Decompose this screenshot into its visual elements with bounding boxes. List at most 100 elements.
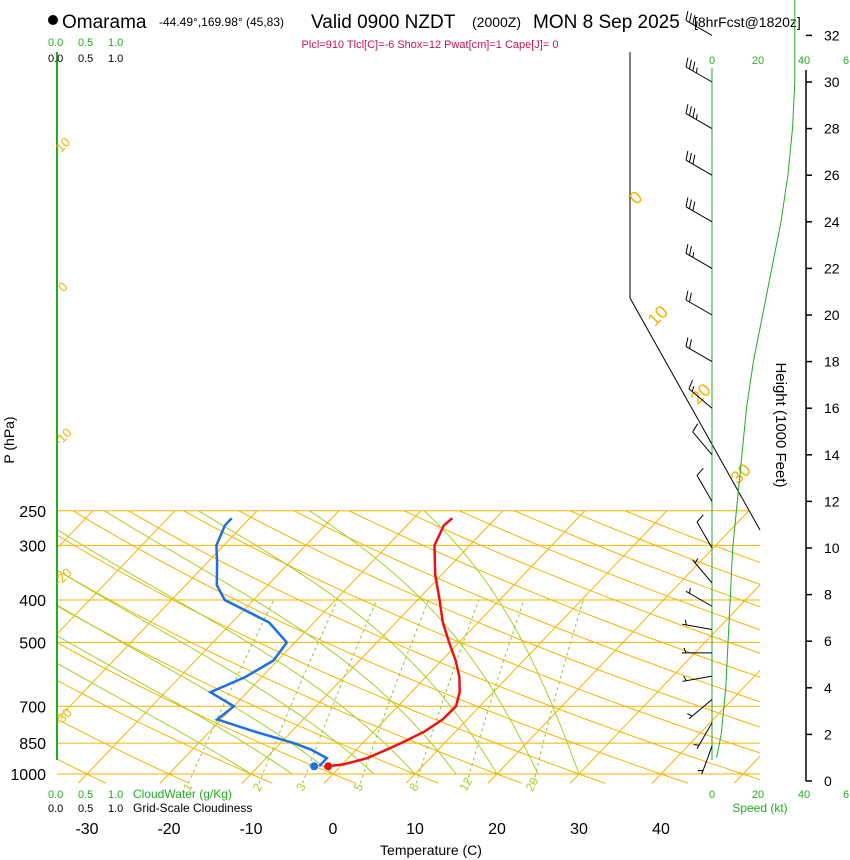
wind-barb-flag [688, 379, 693, 390]
dry-adiabat-line [57, 534, 606, 784]
height-tick-label: 6 [824, 633, 832, 649]
cloud-water-tick-top: 1.0 [108, 37, 123, 49]
mixing-ratio-line [533, 599, 584, 784]
height-tick-label: 12 [824, 493, 840, 509]
x-axis-label: Temperature (C) [380, 842, 482, 858]
speed-axis-title: Speed (kt) [732, 801, 787, 815]
pressure-tick-label: 400 [19, 593, 46, 610]
isotherm-line [569, 584, 760, 784]
dry-adiabat-line [293, 510, 760, 703]
pressure-tick-label: 250 [19, 504, 46, 521]
dry-adiabat-line [459, 510, 760, 631]
speed-tick-bottom: 6 [843, 789, 849, 801]
surface-temperature-dot [324, 762, 333, 771]
height-tick-label: 28 [824, 121, 840, 137]
wind-barb-staff [688, 699, 713, 720]
dry-adiabat-label: -20 [51, 565, 75, 589]
dry-adiabat-line [514, 510, 760, 608]
wind-barb-half-flag [689, 587, 691, 594]
speed-tick-bottom: 40 [798, 789, 810, 801]
dry-adiabat-label: 10 [52, 134, 73, 155]
wind-barb-flag [685, 197, 689, 207]
temperature-tick-label: -10 [239, 821, 262, 838]
isotherm-line [57, 510, 258, 721]
temperature-tick-label: 0 [329, 821, 338, 838]
wind-barb-flag [689, 12, 692, 23]
dry-adiabat-line [183, 510, 760, 754]
wind-barb-staff [685, 346, 713, 363]
cloud-water-tick-bottom: 1.0 [108, 789, 123, 801]
moist-adiabat-line [57, 604, 334, 775]
wind-barb-staff [696, 475, 713, 502]
speed-tick-top: 20 [752, 55, 764, 67]
isotherm-line [323, 510, 586, 784]
wind-barb-half-flag [687, 713, 693, 717]
wind-barb-staff [685, 206, 713, 223]
mixing-ratio-label: 12 [456, 775, 475, 794]
temperature-tick-label: 40 [652, 821, 670, 838]
temperature-tick-label: 30 [570, 821, 588, 838]
isotherm-line [241, 510, 504, 784]
forecast-info: [8hrFcst@1820z] [694, 14, 801, 30]
dewpoint-profile [207, 517, 329, 768]
wind-barb-staff [685, 252, 713, 269]
height-tick-label: 24 [824, 214, 840, 230]
temperature-profile [327, 517, 461, 768]
wind-barb-flag [685, 104, 689, 114]
moist-adiabat-line [57, 569, 375, 775]
height-tick-label: 30 [824, 74, 840, 90]
mixing-ratio-label: 3 [293, 780, 309, 793]
wind-barb-staff [685, 113, 713, 130]
wind-barb-half-flag [683, 647, 687, 654]
cloud-water-tick-bottom: 0.5 [78, 789, 93, 801]
wind-barb-flag [689, 292, 692, 303]
upper-right-mask [630, 52, 760, 530]
isotherm-line [159, 510, 422, 784]
temperature-tick-label: 20 [488, 821, 506, 838]
height-tick-label: 0 [824, 773, 832, 789]
dry-adiabat-line [57, 758, 107, 784]
dry-adiabat-line [348, 510, 760, 678]
wind-barb-flag [685, 337, 689, 347]
height-axis-label: Height (1000 Feet) [772, 362, 789, 487]
surface-dewpoint-dot [310, 762, 319, 771]
speed-tick-top: 6 [843, 55, 849, 67]
wind-barb-flag [692, 14, 696, 25]
mixing-ratio-label: 5 [351, 780, 367, 793]
mixing-ratio-label: 8 [406, 780, 422, 793]
dry-adiabat-label: -30 [51, 705, 75, 729]
wind-barb-flag [692, 61, 696, 72]
wind-barb-staff [685, 590, 713, 607]
height-tick-label: 20 [824, 307, 840, 323]
y-axis-label: P (hPa) [1, 416, 17, 463]
location-dot [48, 15, 58, 25]
wind-barb-staff [688, 388, 713, 409]
wind-barb-flag [685, 150, 689, 161]
cloud-water-tick-top: 0.0 [48, 37, 63, 49]
mixing-ratio-label: 2 [250, 780, 266, 793]
wind-barb-half-flag [692, 252, 695, 258]
isotherm-line [0, 511, 11, 783]
speed-tick-top: 40 [798, 55, 810, 67]
wind-barb-half-flag [695, 67, 698, 74]
wind-barb-staff [692, 431, 713, 456]
isotherm-line [651, 669, 760, 784]
moist-adiabat-line [57, 662, 252, 775]
height-tick-label: 10 [824, 540, 840, 556]
wind-barb-staff [692, 559, 713, 584]
isotherm-line [487, 510, 750, 784]
wind-barb-flag [689, 245, 692, 256]
height-tick-label: 26 [824, 167, 840, 183]
wind-barb-staff [685, 66, 713, 83]
wind-barb-half-flag [684, 619, 687, 626]
cloudiness-tick-top: 0.0 [48, 53, 63, 65]
wind-barb-flag [689, 152, 692, 163]
pressure-tick-label: 1000 [10, 767, 46, 784]
wind-barb-staff [701, 745, 713, 775]
cloudiness-tick-top: 0.5 [78, 53, 93, 65]
cloudiness-tick-top: 1.0 [108, 53, 123, 65]
isotherm-line [57, 510, 94, 550]
wind-barb-half-flag [695, 21, 698, 27]
moist-adiabat-line [423, 510, 580, 775]
